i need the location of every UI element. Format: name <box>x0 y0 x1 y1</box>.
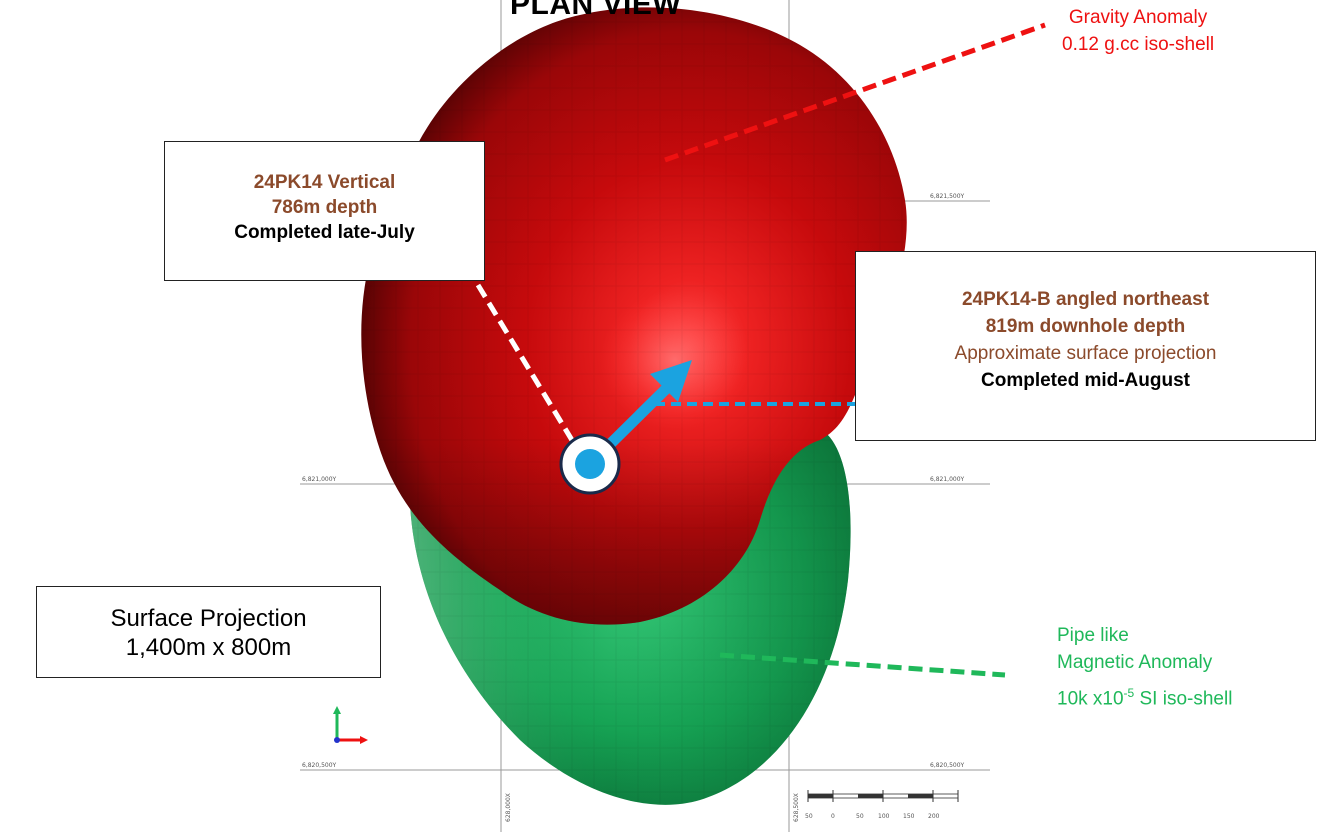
surface-projection-callout: Surface Projection 1,400m x 800m <box>36 586 381 678</box>
vertical-hole-leader-line <box>475 283 581 452</box>
scale-tick-label: 50 <box>805 813 813 820</box>
gravity-anomaly-label: Gravity Anomaly 0.12 g.cc iso-shell <box>1062 4 1214 58</box>
magnetic-label-line3: 10k x10-5 SI iso-shell <box>1057 680 1232 712</box>
scale-tick-label: 200 <box>928 813 940 820</box>
grid-coordinate-labels: 6,821,500Y 6,821,000Y 6,821,000Y 6,820,5… <box>302 193 965 822</box>
grid-label-y-bot-right: 6,820,500Y <box>930 762 965 769</box>
grid-label-y-top-right: 6,821,500Y <box>930 193 965 200</box>
gravity-anomaly-shell <box>361 7 907 625</box>
vertical-hole-callout: 24PK14 Vertical 786m depth Completed lat… <box>164 141 485 281</box>
leader-lines <box>475 22 1046 678</box>
magnetic-label-suffix: SI iso-shell <box>1134 688 1233 710</box>
gravity-label-line1: Gravity Anomaly <box>1068 7 1208 28</box>
scale-tick-label: 50 <box>856 813 864 820</box>
magnetic-leader-line <box>719 652 1006 678</box>
angled-hole-callout: 24PK14-B angled northeast 819m downhole … <box>855 251 1316 441</box>
grid-label-y-bot-left: 6,820,500Y <box>302 762 337 769</box>
scale-bar: 50 0 50 100 150 200 <box>805 790 959 820</box>
grid-label-y-mid-left: 6,821,000Y <box>302 476 337 483</box>
magnetic-label-line2: Magnetic Anomaly <box>1057 652 1213 673</box>
magnetic-label-prefix: 10k x10 <box>1057 688 1124 710</box>
magnetic-label-line1: Pipe like <box>1057 625 1129 646</box>
magnetic-label-exponent: -5 <box>1123 686 1135 700</box>
angled-hole-note: Approximate surface projection <box>954 343 1217 364</box>
vertical-hole-depth: 786m depth <box>271 197 378 218</box>
grid-label-x-left: 628,000X <box>505 793 512 822</box>
gravity-label-line2: 0.12 g.cc iso-shell <box>1062 34 1215 55</box>
axis-indicator-icon <box>333 706 368 744</box>
angled-hole-name: 24PK14-B angled northeast <box>961 289 1210 310</box>
grid-label-y-mid-right: 6,821,000Y <box>930 476 965 483</box>
scale-tick-label: 150 <box>903 813 915 820</box>
drill-collar-and-trace <box>559 360 692 495</box>
angled-hole-depth: 819m downhole depth <box>985 316 1186 337</box>
grid-label-x-right: 628,500X <box>793 793 800 822</box>
scale-tick-label: 0 <box>831 813 835 820</box>
surface-projection-size: 1,400m x 800m <box>125 634 292 661</box>
angled-hole-status: Completed mid-August <box>981 370 1190 391</box>
scale-tick-label: 100 <box>878 813 890 820</box>
surface-projection-title: Surface Projection <box>110 605 307 632</box>
page-title: PLAN VIEW <box>510 0 682 21</box>
magnetic-anomaly-label: Pipe like Magnetic Anomaly 10k x10-5 SI … <box>1057 622 1232 712</box>
vertical-hole-status: Completed late-July <box>234 222 415 243</box>
vertical-hole-name: 24PK14 Vertical <box>253 172 396 193</box>
gravity-leader-line <box>664 22 1046 163</box>
